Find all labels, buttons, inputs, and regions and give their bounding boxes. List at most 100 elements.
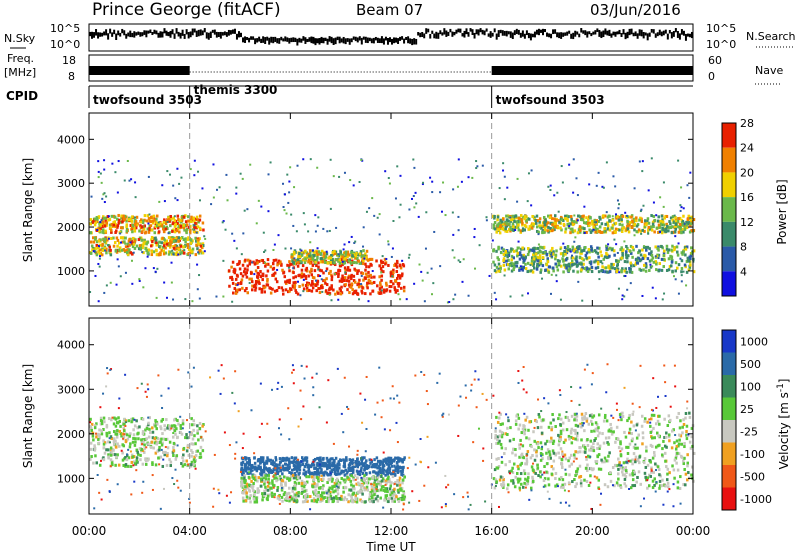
power-cell	[442, 181, 445, 184]
velocity-cell	[130, 453, 134, 457]
power-cell	[654, 255, 657, 258]
power-cell	[492, 249, 495, 253]
power-cell	[630, 215, 633, 219]
power-cell	[365, 284, 369, 288]
power-cell	[320, 278, 323, 281]
power-cell	[643, 253, 646, 257]
noise-dot	[364, 36, 367, 43]
velocity-cell	[305, 459, 309, 463]
power-cell	[177, 217, 180, 221]
velocity-cell	[125, 438, 128, 442]
velocity-cell	[249, 468, 253, 472]
power-cell	[425, 211, 428, 214]
power-cell	[156, 267, 159, 270]
velocity-cell	[240, 476, 243, 480]
power-cell	[528, 269, 531, 273]
velocity-cell	[349, 462, 352, 466]
power-cell	[138, 278, 141, 281]
power-cell	[331, 251, 335, 255]
noise-dot	[370, 38, 373, 44]
velocity-cell	[244, 485, 247, 489]
velocity-cell	[351, 498, 354, 502]
power-cell	[496, 223, 500, 227]
power-cell	[674, 217, 677, 221]
power-cell	[565, 251, 569, 255]
power-cell	[328, 229, 331, 232]
power-cell	[515, 264, 519, 268]
velocity-cell	[95, 422, 98, 426]
power-cell	[116, 258, 119, 261]
velocity-cell	[547, 425, 551, 429]
power-cell	[324, 260, 327, 264]
noise-dot	[256, 38, 259, 43]
velocity-cell	[92, 461, 95, 465]
power-cell	[124, 245, 128, 249]
power-cell	[555, 249, 558, 253]
power-cell	[193, 219, 196, 223]
velocity-cell	[138, 447, 142, 451]
velocity-cell	[620, 418, 623, 422]
power-cell	[128, 237, 131, 241]
velocity-cell	[297, 481, 301, 485]
noise-dot	[244, 36, 247, 43]
power-cell	[559, 264, 563, 268]
power-cell	[554, 262, 557, 266]
power-cell	[508, 222, 511, 226]
power-cell	[310, 273, 314, 277]
power-cell	[570, 217, 573, 221]
power-cell	[457, 158, 460, 161]
noise-dot	[372, 37, 375, 44]
velocity-cell	[336, 472, 340, 476]
power-cell	[321, 249, 324, 253]
power-cell	[325, 261, 329, 265]
power-cell	[166, 218, 169, 222]
power-cell	[493, 269, 497, 273]
power-cell	[92, 240, 96, 244]
noise-dot	[135, 32, 138, 36]
velocity-cell	[290, 456, 294, 460]
velocity-cell	[318, 466, 321, 470]
velocity-cell	[252, 481, 255, 485]
power-cell	[452, 233, 455, 236]
velocity-cell	[168, 427, 172, 431]
power-cell	[102, 237, 105, 241]
velocity-cell	[266, 494, 270, 498]
power-cell	[269, 161, 272, 164]
noise-dot	[250, 36, 253, 40]
power-cell	[293, 257, 296, 260]
velocity-cell	[303, 464, 307, 468]
power-cell	[499, 265, 502, 269]
power-cell	[360, 289, 363, 293]
power-cell	[601, 185, 604, 188]
power-cell	[502, 248, 505, 252]
velocity-cell	[256, 479, 259, 483]
power-cell	[114, 249, 118, 253]
power-cell	[334, 250, 338, 254]
power-cell	[439, 265, 442, 268]
power-cell	[143, 238, 146, 242]
power-cell	[626, 224, 629, 228]
power-cell	[350, 273, 353, 277]
velocity-cell	[597, 478, 601, 482]
noise-dot	[554, 29, 557, 34]
power-cell	[639, 210, 642, 213]
power-cell	[182, 238, 186, 242]
power-cell	[95, 220, 99, 224]
velocity-cell	[132, 433, 136, 437]
power-cell	[158, 222, 162, 226]
power-cell	[533, 251, 536, 255]
power-cell	[221, 221, 224, 224]
power-colorbar-swatch	[722, 271, 736, 296]
velocity-cell	[300, 491, 303, 495]
noise-dot	[117, 30, 120, 36]
velocity-cell	[611, 431, 614, 435]
noise-dot	[521, 30, 524, 37]
power-colorbar-tick: 4	[740, 265, 747, 278]
velocity-cell	[297, 490, 300, 494]
velocity-cell	[325, 500, 328, 504]
power-cell	[431, 191, 434, 194]
power-cell	[304, 268, 308, 272]
noise-dot	[642, 31, 645, 39]
power-cell	[333, 252, 337, 256]
